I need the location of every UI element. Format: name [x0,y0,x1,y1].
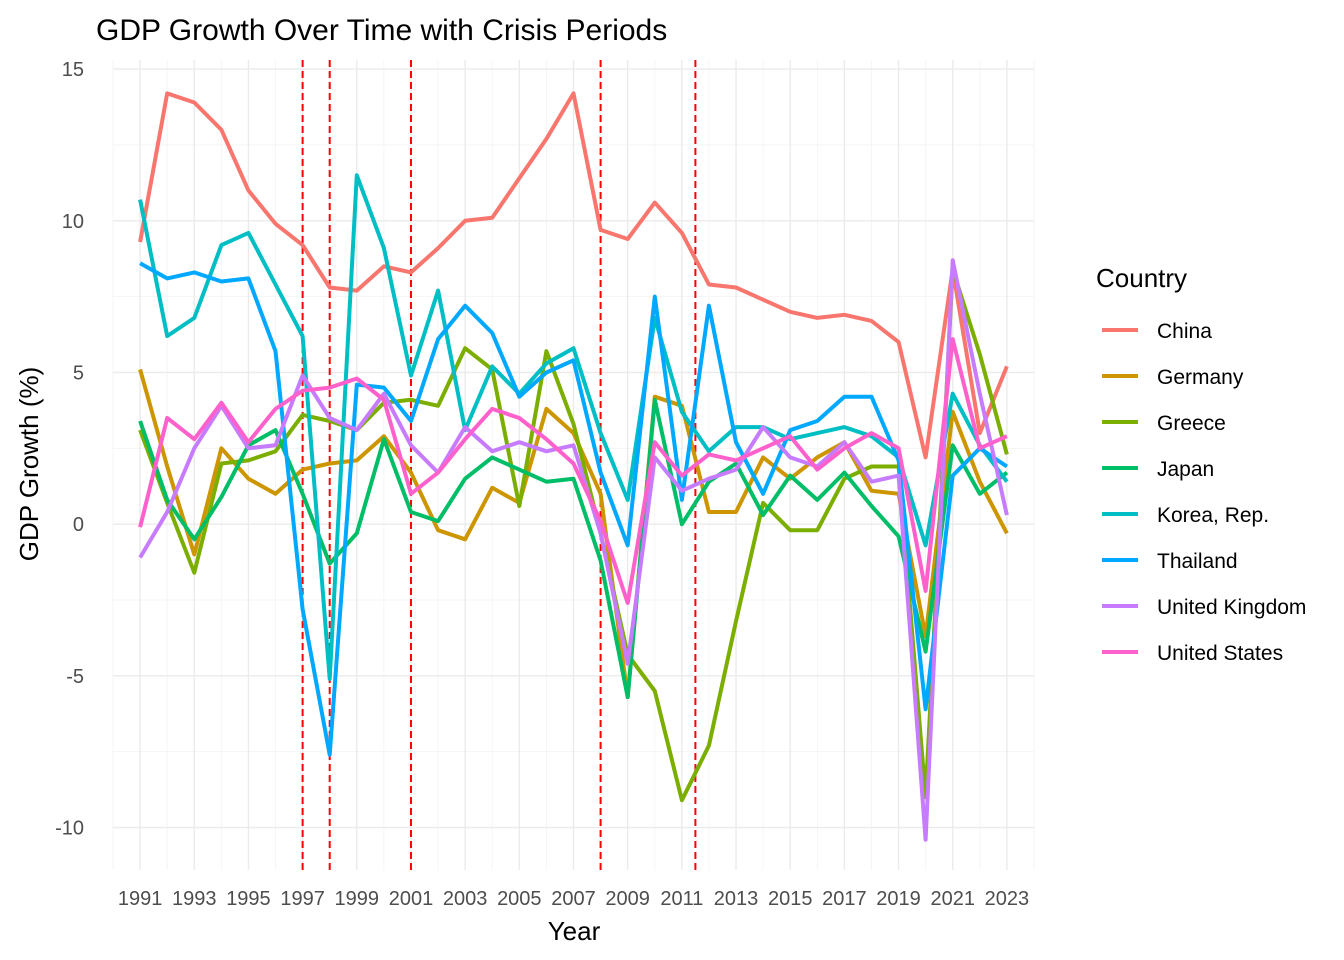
series-line [138,368,1009,700]
grid [112,60,1035,870]
y-tick-label: 0 [73,514,84,536]
y-tick-label: -10 [55,818,84,840]
legend-label: Korea, Rep. [1157,504,1269,527]
y-tick-label: -5 [66,666,84,688]
x-tick-label: 2001 [389,888,434,910]
y-tick-label: 10 [62,211,84,233]
x-tick-label: 1997 [280,888,325,910]
y-axis-title: GDP Growth (%) [14,367,44,562]
x-tick-label: 2009 [605,888,650,910]
legend-title: Country [1096,263,1187,293]
legend-label: United States [1157,642,1283,665]
legend-label: Germany [1157,366,1244,389]
y-axis-ticks: -10 -5 0 5 10 15 [55,59,84,839]
x-tick-label: 2007 [551,888,596,910]
series-line [138,173,1009,681]
y-tick-label: 15 [62,59,84,81]
x-tick-label: 2021 [930,888,975,910]
x-axis-title: Year [548,916,601,946]
legend-label: Japan [1157,458,1214,481]
x-tick-label: 2003 [443,888,488,910]
x-tick-label: 1999 [335,888,380,910]
series-line [138,91,1009,460]
legend-label: China [1157,320,1212,343]
series-lines [138,91,1009,842]
legend: Country China Germany Greece Japan Korea, Re… [1096,263,1306,665]
x-tick-label: 2005 [497,888,542,910]
legend-items: China Germany Greece Japan Korea, Rep. Thaila… [1102,320,1306,665]
chart-title: GDP Growth Over Time with Crisis Periods [96,14,667,47]
x-tick-label: 2019 [876,888,921,910]
series-line [138,337,1008,605]
x-tick-label: 2011 [660,888,703,910]
x-tick-label: 1991 [118,888,163,910]
legend-label: United Kingdom [1157,596,1306,619]
series-line [138,258,1009,842]
legend-label: Greece [1157,412,1226,435]
x-tick-label: 1995 [226,888,271,910]
x-tick-label: 2015 [768,888,813,910]
x-tick-label: 2023 [985,888,1030,910]
x-tick-label: 1993 [172,888,217,910]
x-tick-label: 2013 [714,888,759,910]
x-axis-ticks: 1991 1993 1995 1997 1999 2001 2003 2005 2007 2009… [118,888,1029,910]
legend-label: Thailand [1157,550,1238,573]
y-tick-label: 5 [73,362,84,384]
series-line [139,261,1009,757]
x-tick-label: 2017 [822,888,867,910]
